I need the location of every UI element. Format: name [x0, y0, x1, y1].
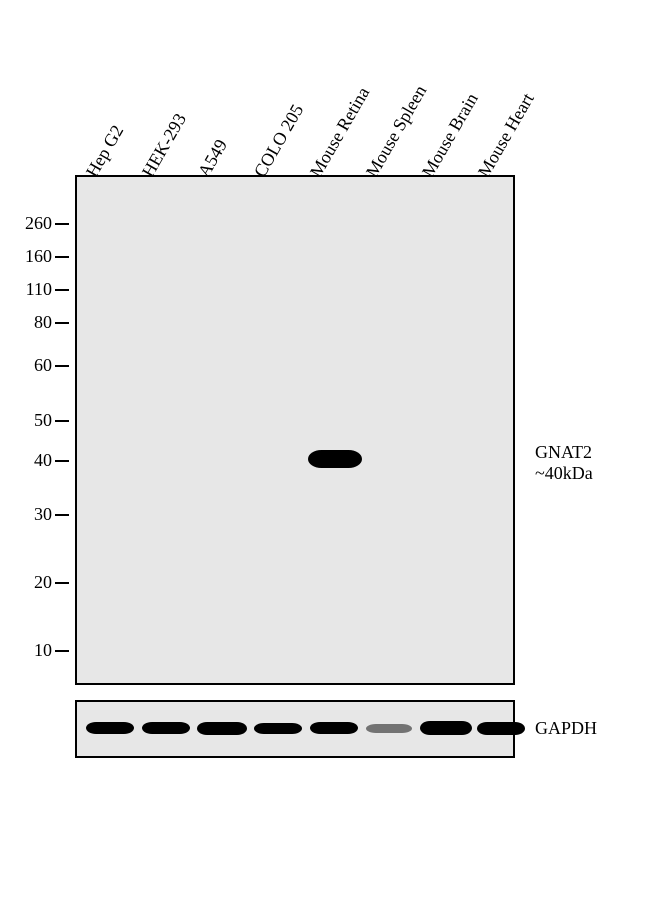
mw-tick [55, 365, 69, 367]
mw-marker: 60 [12, 355, 52, 376]
lane-label: Mouse Heart [474, 90, 539, 181]
mw-marker: 40 [12, 450, 52, 471]
mw-marker: 10 [12, 640, 52, 661]
lane-label: COLO 205 [250, 101, 308, 181]
mw-tick [55, 460, 69, 462]
mw-tick [55, 514, 69, 516]
western-blot-figure: Hep G2 HEK-293 A549 COLO 205 Mouse Retin… [0, 0, 650, 901]
loading-control-label: GAPDH [535, 718, 597, 739]
mw-tick [55, 650, 69, 652]
gapdh-band [197, 722, 247, 735]
mw-marker: 80 [12, 312, 52, 333]
target-protein-label: GNAT2 ~40kDa [535, 442, 593, 484]
mw-tick [55, 582, 69, 584]
target-name: GNAT2 [535, 442, 592, 462]
lane-label: HEK-293 [138, 110, 191, 181]
mw-tick [55, 420, 69, 422]
gapdh-blot-panel [75, 700, 515, 758]
lane-label: Hep G2 [82, 122, 128, 181]
mw-marker: 20 [12, 572, 52, 593]
gapdh-band [86, 722, 134, 734]
mw-tick [55, 223, 69, 225]
gapdh-band [366, 724, 412, 733]
target-mw: ~40kDa [535, 463, 593, 483]
gapdh-band [142, 722, 190, 734]
mw-marker: 50 [12, 410, 52, 431]
mw-marker: 260 [12, 213, 52, 234]
gapdh-band [254, 723, 302, 734]
mw-tick [55, 256, 69, 258]
mw-marker: 110 [12, 279, 52, 300]
mw-marker: 160 [12, 246, 52, 267]
gapdh-band [310, 722, 358, 734]
lane-label: Mouse Brain [418, 90, 483, 181]
mw-tick [55, 322, 69, 324]
mw-marker: 30 [12, 504, 52, 525]
gnat2-band [308, 450, 362, 468]
gapdh-band [477, 722, 525, 735]
mw-tick [55, 289, 69, 291]
gapdh-band [420, 721, 472, 735]
main-blot-panel [75, 175, 515, 685]
